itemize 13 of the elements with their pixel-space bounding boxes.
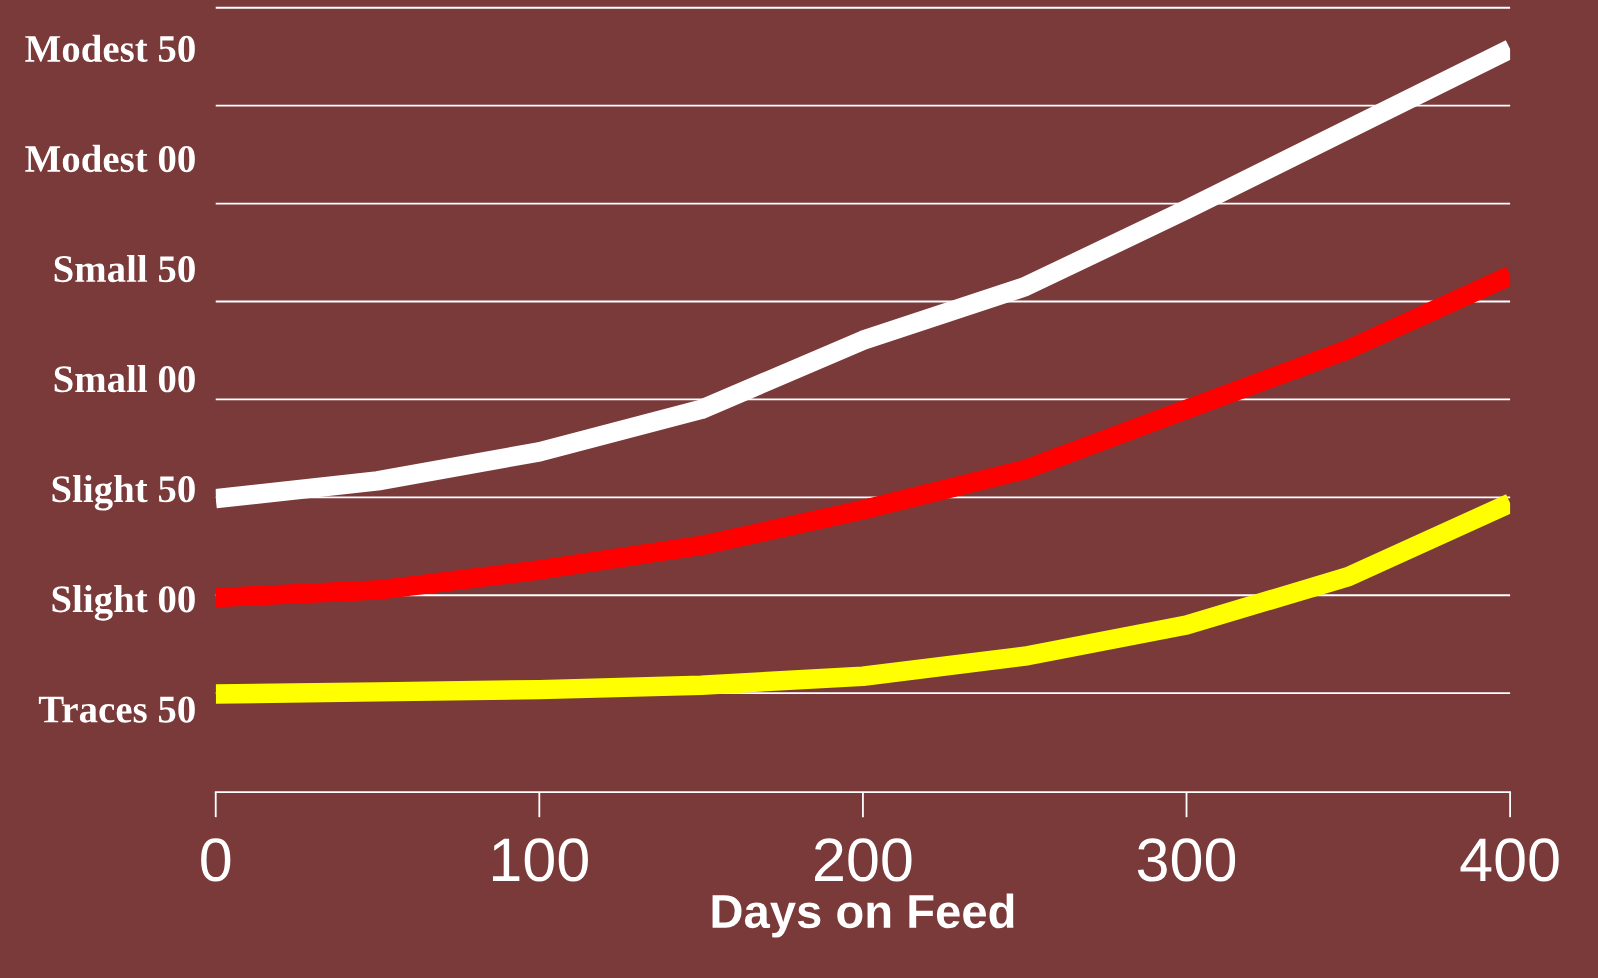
text: Slight 50 [52, 474, 195, 511]
x-axis-title: Days on Feed [712, 893, 1014, 938]
x-tick-label: 200 [815, 838, 912, 882]
text: Small 00 [54, 364, 195, 393]
x-tick-label: 400 [1460, 838, 1559, 882]
text: Modest 50 [25, 34, 195, 63]
text: Slight 00 [52, 585, 195, 621]
text: Traces 50 [38, 696, 195, 723]
x-tick-label: 0 [201, 838, 231, 882]
x-tick-label: 300 [1137, 838, 1236, 882]
text: Small 50 [54, 254, 195, 283]
x-tick-label: 100 [493, 838, 588, 882]
text: Modest 00 [25, 144, 195, 173]
